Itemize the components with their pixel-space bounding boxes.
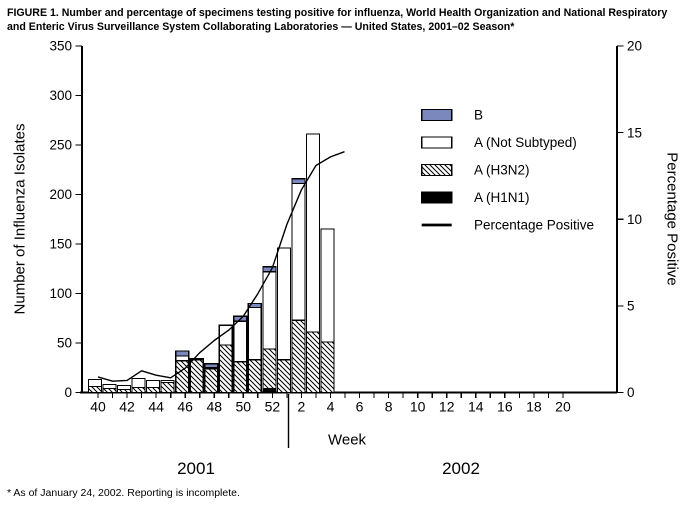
left-tick-label: 100 <box>49 286 72 301</box>
right-tick-label: 5 <box>627 299 635 314</box>
bar-week-51-segment-a_ns <box>247 306 262 361</box>
x-tick-label: 8 <box>385 399 393 415</box>
bar-week-48-segment-b <box>204 363 219 369</box>
x-tick-label: 44 <box>148 399 164 415</box>
right-tick-label: 0 <box>627 385 635 400</box>
legend-swatch-a_ns <box>421 136 453 149</box>
bar-week-43-segment-h3n2 <box>131 386 146 394</box>
bar-week-1-segment-h3n2 <box>276 359 291 394</box>
bar-week-51-segment-b <box>247 302 262 308</box>
bar-week-45-segment-h3n2 <box>160 382 175 394</box>
legend-label-b: B <box>474 108 483 123</box>
bar-week-40-segment-a_ns <box>87 379 103 388</box>
x-tick-label: 20 <box>555 399 571 415</box>
percentage-positive-line <box>97 151 345 382</box>
legend-label-a_ns: A (Not Subtyped) <box>474 135 577 150</box>
bar-week-44-segment-h3n2 <box>146 386 161 394</box>
x-tick-label: 10 <box>410 399 426 415</box>
legend-swatch-h1n1 <box>421 191 453 204</box>
legend-label-pct: Percentage Positive <box>474 218 594 233</box>
bar-week-45-segment-a_ns <box>160 380 175 384</box>
figure-title-line1: FIGURE 1. Number and percentage of speci… <box>7 7 668 19</box>
bar-week-52-segment-b <box>262 266 277 273</box>
year-label-2002: 2002 <box>442 459 480 478</box>
bar-week-40-segment-h3n2 <box>87 385 103 394</box>
x-tick-label: 4 <box>327 399 335 415</box>
bar-week-1-segment-a_ns <box>276 247 291 361</box>
bar-week-47-segment-h3n2 <box>189 359 204 394</box>
figure-title-line2: and Enteric Virus Surveillance System Co… <box>7 21 515 33</box>
bar-week-50-segment-h3n2 <box>233 361 248 394</box>
year-label-2001: 2001 <box>177 459 215 478</box>
bar-week-46-segment-a_ns <box>175 355 190 362</box>
bar-week-52-segment-h3n2 <box>262 348 277 390</box>
bar-week-4-segment-h3n2 <box>320 341 335 394</box>
legend-swatch-b <box>421 108 453 122</box>
right-tick-label: 20 <box>627 39 642 54</box>
figure-title: FIGURE 1. Number and percentage of speci… <box>7 6 667 34</box>
right-tick-label: 15 <box>627 125 642 140</box>
left-tick-label: 50 <box>57 336 72 351</box>
bar-week-52-segment-a_ns <box>262 271 277 350</box>
left-tick-label: 250 <box>49 138 72 153</box>
legend-label-h1n1: A (H1N1) <box>474 190 530 205</box>
x-tick-label: 18 <box>526 399 542 415</box>
x-tick-label: 2 <box>298 399 306 415</box>
right-axis-title: Percentage Positive <box>663 152 681 286</box>
x-tick-label: 52 <box>265 399 281 415</box>
bar-week-43-segment-a_ns <box>131 378 146 389</box>
bar-week-42-segment-a_ns <box>116 384 132 391</box>
x-tick-label: 50 <box>236 399 252 415</box>
x-tick-label: 48 <box>206 399 222 415</box>
footnote: * As of January 24, 2002. Reporting is i… <box>7 487 240 499</box>
left-tick-label: 150 <box>49 237 72 252</box>
bar-week-2-segment-h3n2 <box>291 319 306 394</box>
x-tick-label: 40 <box>90 399 106 415</box>
bar-week-44-segment-a_ns <box>146 380 161 389</box>
x-tick-label: 6 <box>356 399 364 415</box>
x-tick-label: 46 <box>177 399 193 415</box>
bar-week-3-segment-a_ns <box>305 133 321 333</box>
bar-week-3-segment-h3n2 <box>305 331 321 394</box>
left-axis-title: Number of Influenza Isolates <box>11 123 29 315</box>
legend-swatch-h3n2 <box>421 163 453 177</box>
x-tick-label: 12 <box>439 399 455 415</box>
bar-week-51-segment-h3n2 <box>247 359 262 394</box>
bar-week-50-segment-a_ns <box>233 320 248 363</box>
bar-week-41-segment-a_ns <box>102 383 117 390</box>
x-axis-title: Week <box>327 431 367 449</box>
left-tick-label: 300 <box>49 88 72 103</box>
right-tick-label: 10 <box>627 212 642 227</box>
left-tick-label: 350 <box>49 39 72 54</box>
bar-week-49-segment-h3n2 <box>218 344 233 394</box>
x-tick-label: 14 <box>468 399 484 415</box>
bar-week-2-segment-b <box>291 178 306 185</box>
left-tick-label: 200 <box>49 187 72 202</box>
bar-week-46-segment-b <box>175 350 190 357</box>
x-tick-label: 16 <box>497 399 513 415</box>
bar-week-2-segment-a_ns <box>291 183 306 321</box>
bar-week-48-segment-h3n2 <box>204 368 219 394</box>
left-tick-label: 0 <box>64 385 72 400</box>
x-tick-label: 42 <box>119 399 135 415</box>
bar-week-4-segment-a_ns <box>320 228 335 343</box>
bar-week-47-segment-a_ns <box>189 358 204 361</box>
legend-label-h3n2: A (H3N2) <box>474 163 530 178</box>
